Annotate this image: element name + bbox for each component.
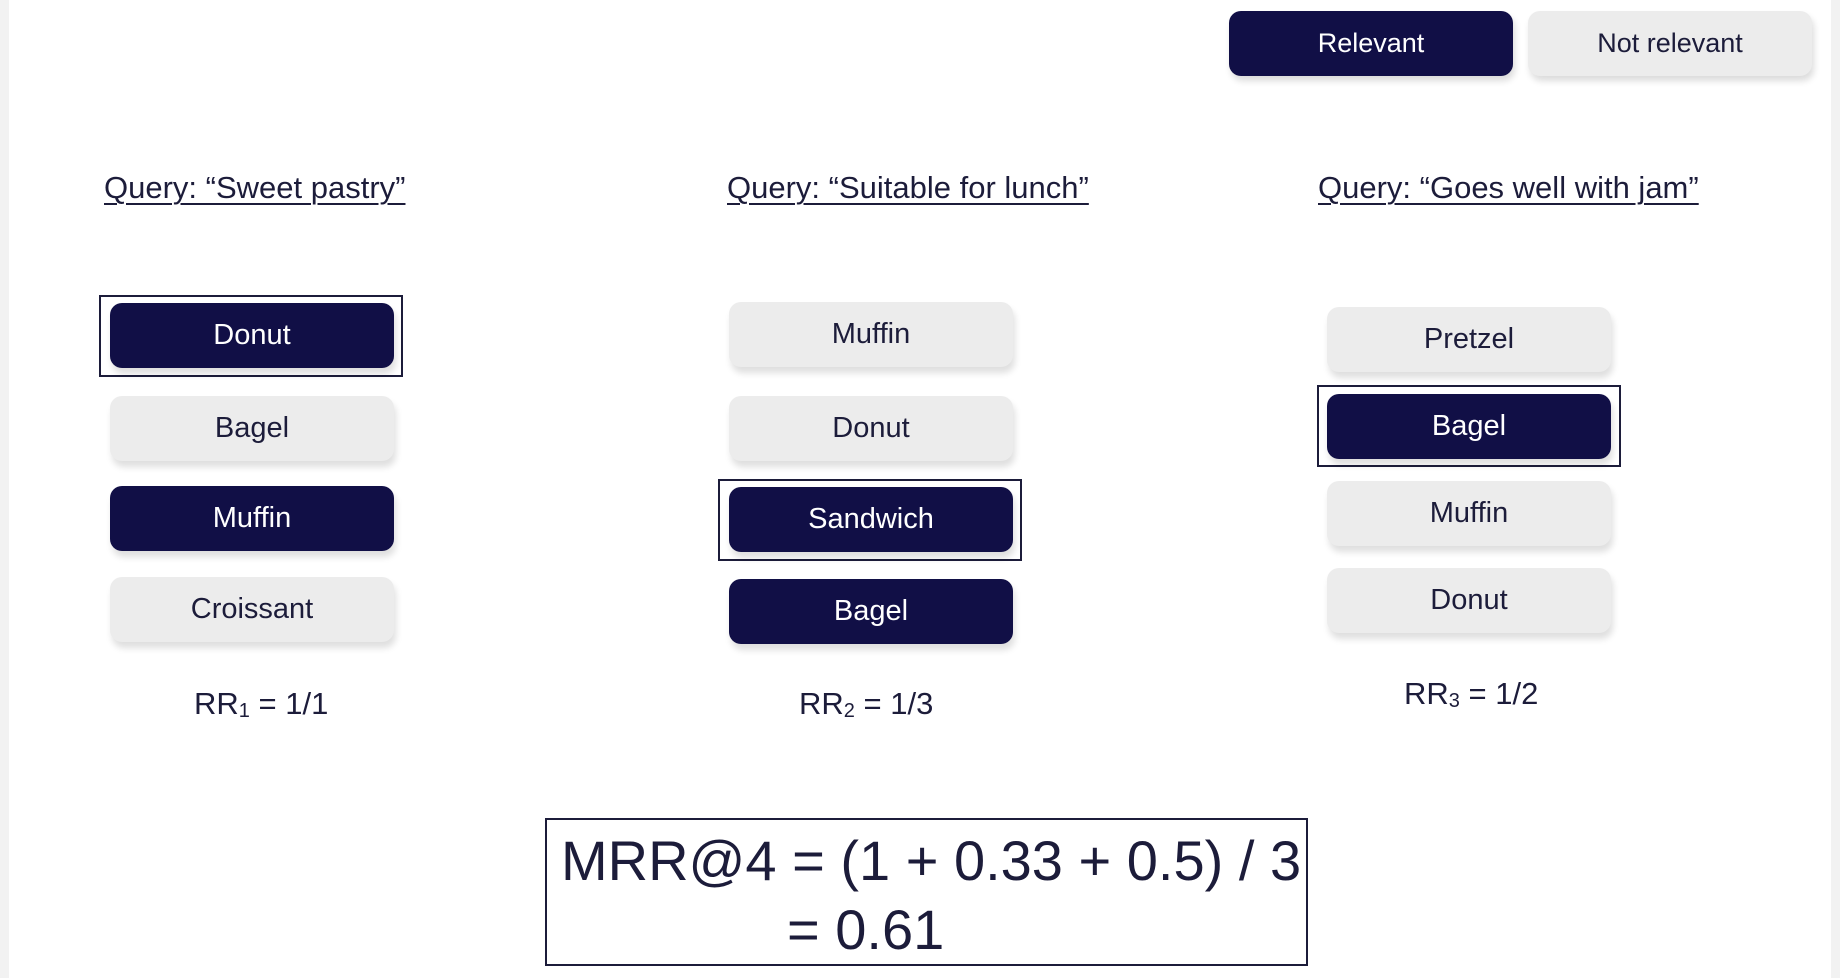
result-item: Croissant [110,577,394,642]
first-relevant-highlight [1317,385,1621,467]
result-item: Bagel [1327,394,1611,459]
result-item: Donut [1327,568,1611,633]
right-edge-strip [1831,0,1840,978]
legend-not-relevant: Not relevant [1528,11,1812,76]
rr-value: = 1/3 [863,686,934,721]
rr-value: = 1/1 [258,686,329,721]
rr-prefix: RR [194,686,239,721]
result-item: Muffin [729,302,1013,367]
result-item: Pretzel [1327,307,1611,372]
rr-prefix: RR [799,686,844,721]
result-item: Sandwich [729,487,1013,552]
mrr-formula-line: MRR@4 = (1 + 0.33 + 0.5) / 3 [561,829,1302,892]
result-item: Muffin [1327,481,1611,546]
mrr-formula-box: MRR@4 = (1 + 0.33 + 0.5) / 3 = 0.61 [545,818,1308,966]
query-title: Query: “Suitable for lunch” [727,170,1089,205]
query-title: Query: “Sweet pastry” [104,170,406,205]
result-item: Bagel [729,579,1013,644]
legend-relevant: Relevant [1229,11,1513,76]
rr-prefix: RR [1404,676,1449,711]
rr-subscript: 2 [843,700,855,722]
first-relevant-highlight [718,479,1022,561]
result-item: Donut [110,303,394,368]
mrr-result-line: = 0.61 [787,898,945,961]
reciprocal-rank-label: RR3 = 1/2 [1404,676,1538,713]
first-relevant-highlight [99,295,403,377]
result-item: Bagel [110,396,394,461]
result-item: Donut [729,396,1013,461]
query-title: Query: “Goes well with jam” [1318,170,1699,205]
left-edge-strip [0,0,9,978]
reciprocal-rank-label: RR1 = 1/1 [194,686,328,723]
rr-value: = 1/2 [1468,676,1539,711]
result-item: Muffin [110,486,394,551]
rr-subscript: 3 [1448,690,1460,712]
rr-subscript: 1 [238,700,250,722]
reciprocal-rank-label: RR2 = 1/3 [799,686,933,723]
